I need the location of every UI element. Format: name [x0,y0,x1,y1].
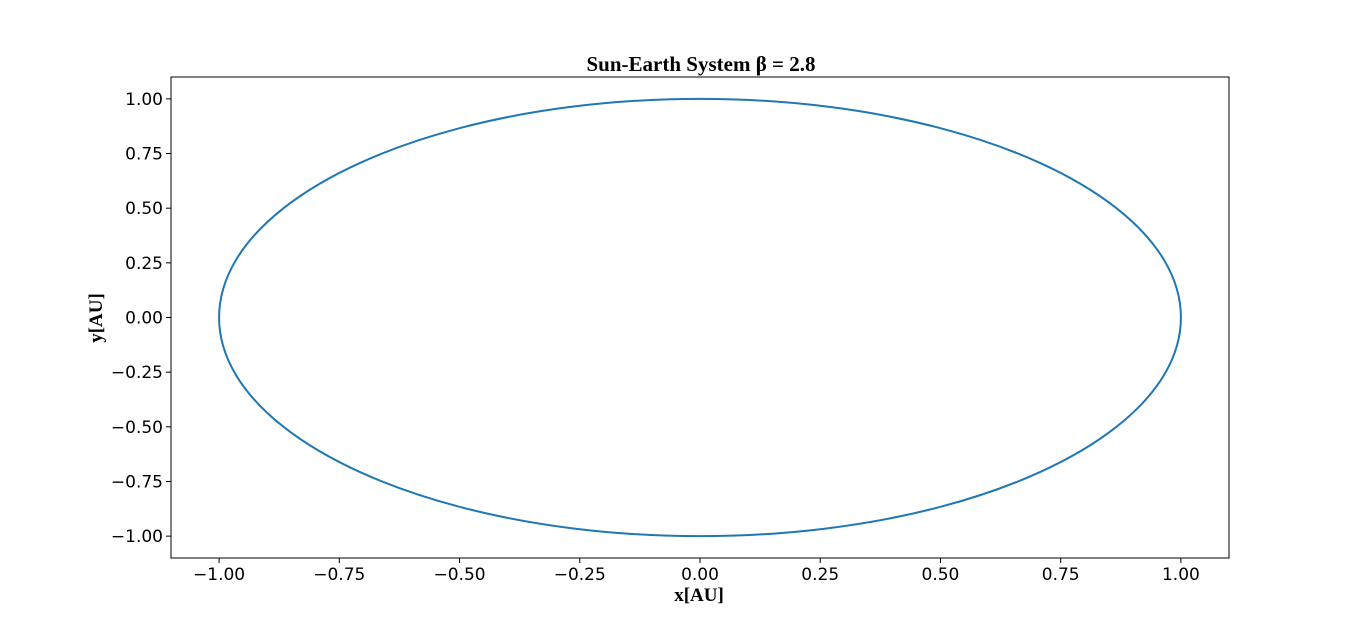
y-axis-ticks: 1.00 0.75 0.50 0.25 0.00 −0.25 −0.50 −0.75 −1.00 [111,90,171,547]
x-tick-label: −0.75 [313,565,365,585]
y-tick-label: −0.25 [111,363,163,383]
x-tick-label: −1.00 [193,565,245,585]
x-tick-label: −0.25 [554,565,606,585]
x-axis-label: x[AU] [674,585,724,606]
x-axis-ticks: −1.00 −0.75 −0.50 −0.25 0.00 0.25 0.50 0.75 1.00 [193,558,1200,585]
x-tick-label: 1.00 [1162,565,1200,585]
y-tick-label: 0.00 [125,309,163,329]
y-tick-label: 1.00 [125,90,163,110]
y-axis-label: y[AU] [86,293,107,343]
y-tick-label: −1.00 [111,527,163,547]
x-tick-label: −0.50 [433,565,485,585]
chart-title: Sun-Earth System β = 2.8 [587,52,816,76]
y-tick-label: 0.50 [125,199,163,219]
y-tick-label: −0.75 [111,472,163,492]
x-tick-label: 0.25 [801,565,839,585]
orbit-series-line [218,97,1182,538]
y-tick-label: 0.75 [125,145,163,165]
plot-area-frame [170,76,1230,559]
x-tick-label: 0.75 [1042,565,1080,585]
x-tick-label: 0.50 [922,565,960,585]
x-tick-label: 0.00 [681,565,719,585]
series-layer [218,97,1182,538]
y-tick-label: 0.25 [125,254,163,274]
y-tick-label: −0.50 [111,418,163,438]
